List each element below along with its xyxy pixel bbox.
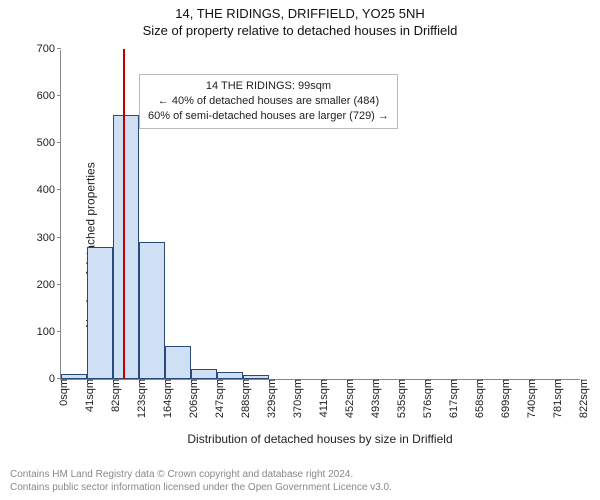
histogram-bar — [191, 369, 217, 379]
x-tick-label: 164sqm — [156, 379, 174, 418]
y-tick-mark — [57, 189, 61, 190]
x-tick-label: 658sqm — [468, 379, 486, 418]
x-tick-label: 576sqm — [416, 379, 434, 418]
footer-attribution: Contains HM Land Registry data © Crown c… — [10, 468, 392, 494]
footer-line-2: Contains public sector information licen… — [10, 481, 392, 494]
page-title: 14, THE RIDINGS, DRIFFIELD, YO25 5NH — [0, 0, 600, 21]
marker-line — [123, 49, 125, 379]
plot-area: 14 THE RIDINGS: 99sqm← 40% of detached h… — [60, 50, 580, 380]
x-tick-label: 0sqm — [52, 379, 70, 406]
y-tick-mark — [57, 48, 61, 49]
y-tick-mark — [57, 284, 61, 285]
y-tick-label: 200 — [37, 279, 61, 291]
x-tick-label: 740sqm — [520, 379, 538, 418]
x-tick-label: 452sqm — [338, 379, 356, 418]
y-tick-label: 300 — [37, 232, 61, 244]
legend-line: 60% of semi-detached houses are larger (… — [148, 109, 389, 124]
y-tick-mark — [57, 237, 61, 238]
x-tick-label: 123sqm — [130, 379, 148, 418]
x-tick-label: 699sqm — [494, 379, 512, 418]
legend-line: 14 THE RIDINGS: 99sqm — [148, 79, 389, 94]
histogram-bar — [165, 346, 192, 379]
x-tick-label: 617sqm — [442, 379, 460, 418]
y-tick-label: 600 — [37, 90, 61, 102]
y-tick-mark — [57, 95, 61, 96]
x-tick-label: 493sqm — [364, 379, 382, 418]
x-tick-label: 206sqm — [182, 379, 200, 418]
chart-container: Number of detached properties 14 THE RID… — [0, 40, 600, 450]
x-tick-label: 370sqm — [286, 379, 304, 418]
histogram-bar — [113, 115, 139, 379]
x-tick-label: 329sqm — [260, 379, 278, 418]
histogram-bar — [243, 375, 269, 379]
histogram-bar — [217, 372, 243, 379]
x-tick-label: 41sqm — [78, 379, 96, 412]
histogram-bar — [87, 247, 113, 379]
legend-line: ← 40% of detached houses are smaller (48… — [148, 94, 389, 109]
x-tick-label: 535sqm — [390, 379, 408, 418]
histogram-bar — [61, 374, 87, 379]
y-tick-mark — [57, 331, 61, 332]
y-tick-label: 700 — [37, 43, 61, 55]
x-tick-label: 288sqm — [234, 379, 252, 418]
y-tick-mark — [57, 142, 61, 143]
y-tick-label: 400 — [37, 184, 61, 196]
x-axis-label: Distribution of detached houses by size … — [60, 432, 580, 446]
histogram-bar — [139, 242, 165, 379]
legend-box: 14 THE RIDINGS: 99sqm← 40% of detached h… — [139, 74, 398, 129]
footer-line-1: Contains HM Land Registry data © Crown c… — [10, 468, 392, 481]
page-subtitle: Size of property relative to detached ho… — [0, 21, 600, 38]
x-tick-label: 82sqm — [104, 379, 122, 412]
y-tick-label: 100 — [37, 326, 61, 338]
x-tick-label: 781sqm — [546, 379, 564, 418]
y-tick-label: 500 — [37, 137, 61, 149]
x-tick-label: 822sqm — [572, 379, 590, 418]
x-tick-label: 247sqm — [208, 379, 226, 418]
x-tick-label: 411sqm — [312, 379, 330, 417]
